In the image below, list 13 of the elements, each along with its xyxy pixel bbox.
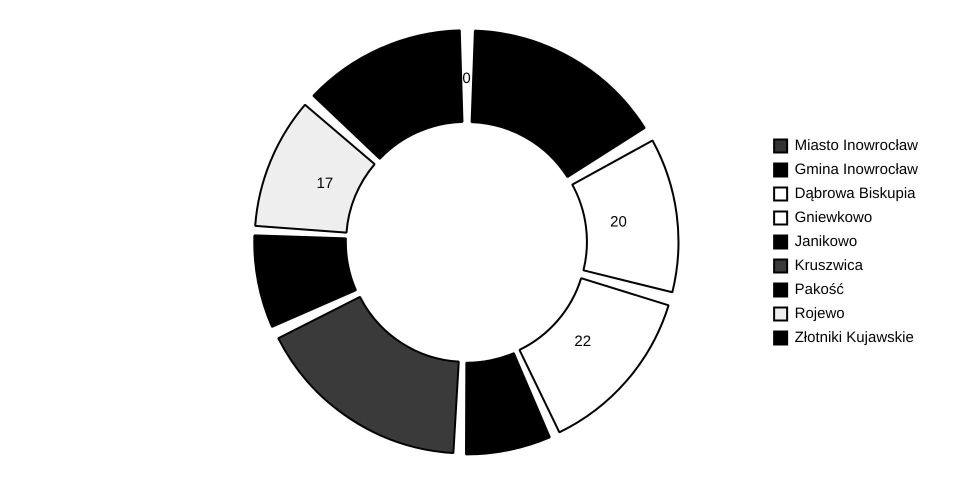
text: 0 bbox=[462, 70, 471, 87]
data-label: 22 bbox=[574, 333, 592, 350]
legend-label: Pakość bbox=[794, 281, 844, 298]
legend-label: Janikowo bbox=[794, 233, 858, 250]
data-label: 17 bbox=[316, 174, 334, 192]
legend-label: Złotniki Kujawskie bbox=[794, 329, 914, 346]
data-label: 20 bbox=[610, 213, 627, 230]
legend-label: Rojewo bbox=[794, 305, 845, 322]
legend-label: Gmina Inowrocław bbox=[794, 161, 918, 178]
legend-label: Gniewkowo bbox=[794, 209, 872, 226]
legend-label: Dąbrowa Biskupia bbox=[794, 185, 916, 202]
legend-label: Kruszwica bbox=[794, 257, 864, 274]
legend-label: Miasto Inowrocław bbox=[794, 137, 918, 154]
